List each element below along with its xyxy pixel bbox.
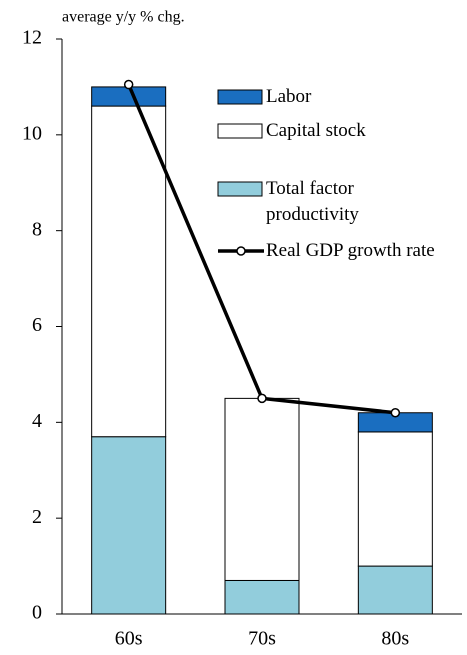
y-tick-label: 10: [22, 122, 42, 144]
y-tick-label: 4: [32, 410, 42, 432]
x-tick-label: 80s: [381, 628, 409, 650]
legend-swatch: [217, 89, 263, 105]
legend-label: Capital stock: [266, 120, 366, 141]
y-tick-label: 12: [22, 27, 42, 49]
bar-segment: [224, 579, 300, 615]
x-tick-label: 60s: [115, 628, 143, 650]
y-tick-label: 8: [32, 218, 42, 240]
legend-marker: [236, 246, 246, 256]
y-axis-label: average y/y % chg.: [62, 9, 185, 26]
y-tick-label: 6: [32, 314, 42, 336]
bar-segment: [357, 431, 433, 567]
line-marker: [390, 408, 401, 418]
x-tick-label: 70s: [248, 628, 276, 650]
legend-label: Real GDP growth rate: [266, 240, 435, 261]
line-marker: [257, 393, 267, 404]
legend-label: Total factor productivity: [266, 178, 359, 225]
legend-swatch: [217, 123, 263, 139]
bar-segment: [91, 105, 167, 438]
legend-label: Labor: [266, 86, 312, 107]
y-tick-label: 0: [32, 602, 42, 624]
bar-segment: [357, 565, 433, 615]
bar-segment: [224, 397, 300, 581]
legend-swatch: [217, 181, 263, 197]
bar-segment: [91, 436, 167, 615]
bar-segment: [91, 86, 167, 107]
line-marker: [123, 79, 134, 90]
y-tick-label: 2: [32, 506, 42, 528]
